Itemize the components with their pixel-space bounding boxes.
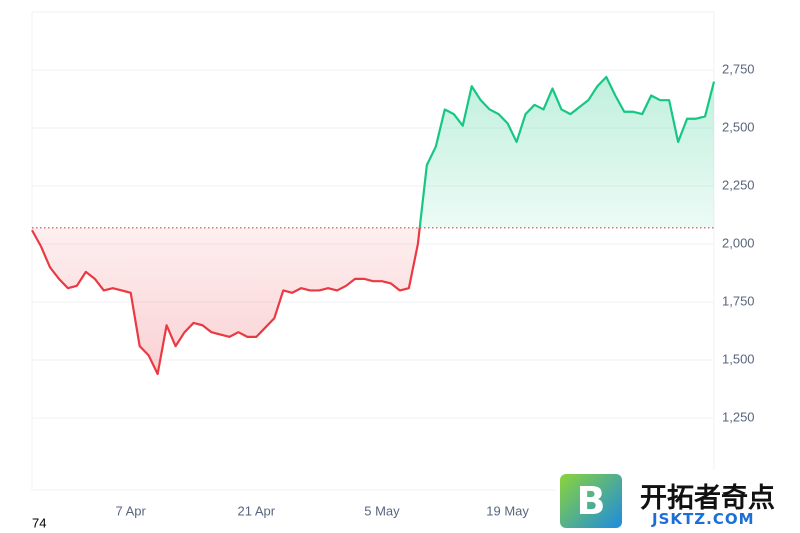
corner-label: 74 xyxy=(32,515,46,530)
y-tick-label: 2,500 xyxy=(722,119,755,134)
x-tick-label: 19 May xyxy=(486,503,529,518)
y-tick-label: 2,750 xyxy=(722,61,755,76)
y-tick-label: 2,250 xyxy=(722,177,755,192)
y-tick-label: 1,250 xyxy=(722,410,755,425)
y-tick-label: 1,500 xyxy=(722,351,755,366)
watermark: B 开拓者奇点 JSKTZ.COM xyxy=(556,470,800,532)
x-tick-label: 21 Apr xyxy=(238,503,276,518)
x-tick-label: 7 Apr xyxy=(116,503,147,518)
watermark-logo: B xyxy=(560,474,622,528)
area-fill xyxy=(32,76,714,374)
y-tick-label: 2,000 xyxy=(722,235,755,250)
y-tick-label: 1,750 xyxy=(722,293,755,308)
plot-frame xyxy=(31,11,715,491)
x-tick-label: 5 May xyxy=(364,503,400,518)
price-line xyxy=(31,75,716,376)
watermark-title: 开拓者奇点 xyxy=(640,483,775,514)
watermark-url: JSKTZ.COM xyxy=(652,510,755,528)
